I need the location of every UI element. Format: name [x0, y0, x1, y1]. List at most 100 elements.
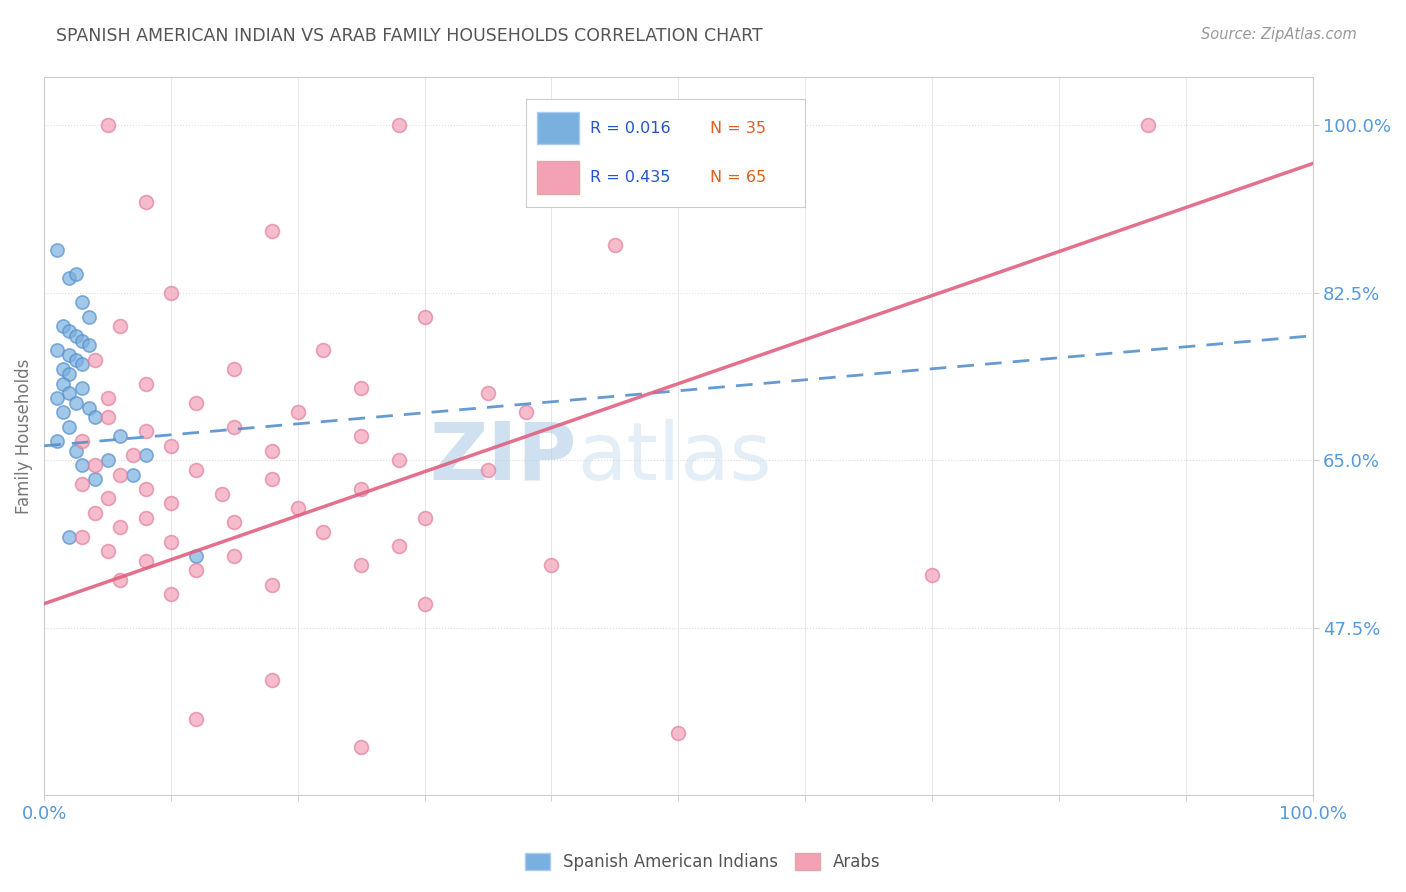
Point [135, 482, 157, 496]
Point [262, 223, 284, 237]
Point [77, 338, 100, 352]
Point [45, 391, 67, 405]
Point [312, 343, 335, 358]
Point [262, 443, 284, 458]
Point [65, 396, 87, 410]
Point [262, 472, 284, 486]
Point [110, 573, 132, 587]
Point [477, 463, 499, 477]
Point [96, 410, 118, 425]
Point [921, 568, 943, 582]
Point [58, 367, 80, 381]
Point [58, 386, 80, 401]
Point [350, 740, 373, 755]
Point [70, 334, 93, 348]
Point [262, 673, 284, 688]
Point [287, 501, 309, 516]
Point [186, 549, 208, 563]
Point [312, 524, 335, 539]
Point [186, 563, 208, 577]
Point [224, 549, 246, 563]
Point [160, 439, 183, 453]
Point [262, 577, 284, 591]
Point [477, 386, 499, 401]
Point [70, 381, 93, 395]
Point [70, 477, 93, 491]
Point [160, 534, 183, 549]
Text: SPANISH AMERICAN INDIAN VS ARAB FAMILY HOUSEHOLDS CORRELATION CHART: SPANISH AMERICAN INDIAN VS ARAB FAMILY H… [56, 27, 763, 45]
Point [388, 118, 411, 132]
Point [186, 712, 208, 726]
Point [641, 118, 664, 132]
Point [70, 458, 93, 472]
Point [160, 587, 183, 601]
Point [1136, 118, 1159, 132]
Point [70, 434, 93, 448]
Point [224, 419, 246, 434]
Point [65, 328, 87, 343]
Point [65, 352, 87, 367]
Point [160, 496, 183, 510]
Point [83, 410, 105, 425]
Point [96, 544, 118, 558]
Point [52, 319, 75, 334]
Point [58, 324, 80, 338]
Point [45, 434, 67, 448]
Point [70, 295, 93, 310]
Point [110, 429, 132, 443]
Point [70, 358, 93, 372]
Point [96, 491, 118, 506]
Point [45, 343, 67, 358]
Text: atlas: atlas [576, 418, 772, 497]
Point [96, 391, 118, 405]
Point [58, 419, 80, 434]
Point [110, 319, 132, 334]
Point [413, 597, 436, 611]
Point [52, 362, 75, 376]
Point [388, 539, 411, 553]
Legend: Spanish American Indians, Arabs: Spanish American Indians, Arabs [516, 845, 890, 880]
Y-axis label: Family Households: Family Households [15, 359, 32, 514]
Point [388, 453, 411, 467]
Point [45, 243, 67, 257]
Point [110, 467, 132, 482]
Point [287, 405, 309, 419]
Point [350, 381, 373, 395]
Point [224, 516, 246, 530]
Point [186, 463, 208, 477]
Point [413, 310, 436, 324]
Point [211, 486, 233, 500]
Point [186, 396, 208, 410]
Point [58, 271, 80, 285]
Point [666, 726, 689, 740]
Point [65, 443, 87, 458]
Point [515, 405, 537, 419]
Point [83, 458, 105, 472]
Point [135, 449, 157, 463]
Point [52, 376, 75, 391]
Point [96, 453, 118, 467]
Point [122, 449, 145, 463]
Point [58, 348, 80, 362]
Point [96, 118, 118, 132]
Text: Source: ZipAtlas.com: Source: ZipAtlas.com [1201, 27, 1357, 42]
Point [350, 558, 373, 573]
Point [77, 401, 100, 415]
Point [603, 238, 626, 252]
Text: ZIP: ZIP [430, 418, 576, 497]
Point [224, 362, 246, 376]
Point [110, 520, 132, 534]
Point [413, 510, 436, 524]
Point [77, 310, 100, 324]
Point [135, 194, 157, 209]
Point [135, 510, 157, 524]
Point [83, 352, 105, 367]
Point [70, 530, 93, 544]
Point [135, 376, 157, 391]
Point [350, 482, 373, 496]
Point [122, 467, 145, 482]
Point [83, 472, 105, 486]
Point [52, 405, 75, 419]
Point [350, 429, 373, 443]
Point [83, 506, 105, 520]
